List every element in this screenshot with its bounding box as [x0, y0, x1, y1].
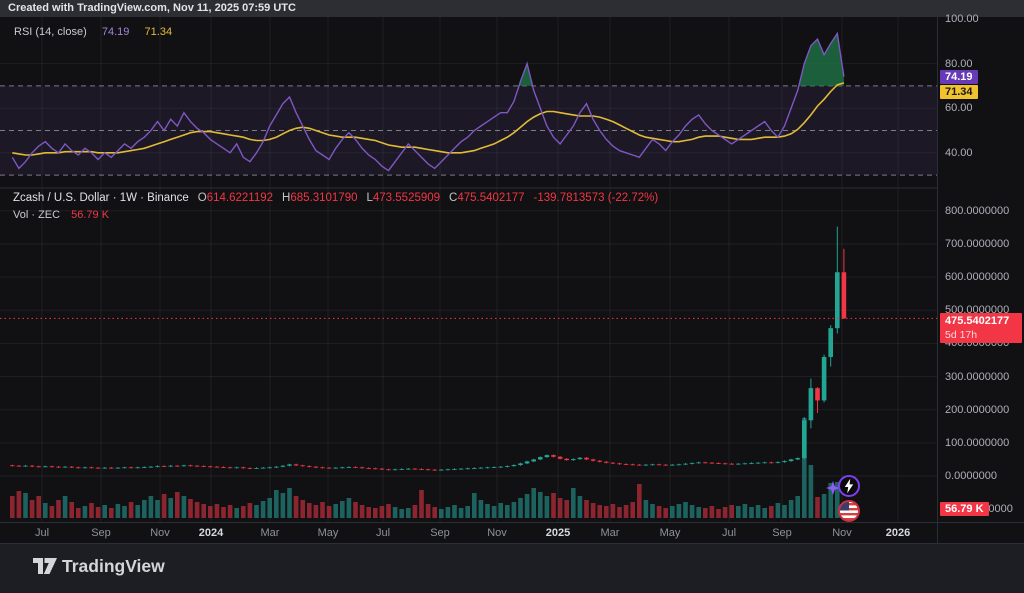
ohlc-key: O	[198, 192, 207, 204]
time-axis-label: 2026	[876, 527, 920, 539]
attribution-bar: Created with TradingView.com, Nov 11, 20…	[0, 0, 1024, 17]
volume-legend-title: Vol · ZEC	[13, 209, 60, 221]
change-value: -139.7813573 (-22.72%)	[534, 192, 659, 204]
rsi-axis-label: 40.00	[945, 147, 973, 159]
time-axis-label: Nov	[820, 527, 864, 539]
rsi-axis-label: 60.00	[945, 102, 973, 114]
time-axis-label: Sep	[760, 527, 804, 539]
time-axis-label: Jul	[361, 527, 405, 539]
ohlc-value: 614.6221192	[207, 192, 273, 204]
ohlc-value: 685.3101790	[290, 192, 357, 204]
price-axis[interactable]: 100.0080.0060.0040.00800.0000000700.0000…	[937, 17, 1024, 543]
symbol-legend[interactable]: Zcash / U.S. Dollar · 1W · BinanceO614.6…	[13, 192, 658, 204]
rsi-legend-title: RSI (14, close)	[14, 26, 87, 38]
price-axis-label: 0.0000000	[945, 470, 997, 482]
rsi-value-badge: 74.19	[940, 70, 978, 84]
tradingview-snapshot: Created with TradingView.com, Nov 11, 20…	[0, 0, 1024, 593]
time-axis-label: 2024	[189, 527, 233, 539]
rsi-legend[interactable]: RSI (14, close) 74.19 71.34	[14, 26, 172, 38]
rsi-axis-label: 80.00	[945, 58, 973, 70]
rsi-ma-value: 71.34	[145, 26, 173, 38]
rsi-value: 74.19	[102, 26, 130, 38]
current-price-badge: 475.5402177 5d 17h	[940, 313, 1022, 343]
tradingview-wordmark[interactable]: TradingView	[62, 556, 165, 577]
attribution-text: Created with TradingView.com, Nov 11, 20…	[8, 2, 296, 14]
ohlc-values: O614.6221192H685.3101790L473.5525909C475…	[189, 192, 525, 204]
price-axis-label: 100.0000000	[945, 437, 1009, 449]
lightning-event-icon[interactable]	[837, 474, 861, 498]
price-chart-plot[interactable]	[0, 17, 937, 522]
volume-value: 56.79 K	[71, 209, 109, 221]
volume-value-badge: 56.79 K	[940, 502, 989, 516]
price-axis-label: 200.0000000	[945, 404, 1009, 416]
rsi-axis-label: 100.00	[945, 13, 979, 25]
bar-countdown: 5d 17h	[945, 328, 1017, 342]
time-axis-label: 2025	[536, 527, 580, 539]
ohlc-value: 473.5525909	[373, 192, 440, 204]
symbol-title: Zcash / U.S. Dollar · 1W · Binance	[13, 192, 189, 204]
tradingview-logo-icon[interactable]	[33, 557, 57, 575]
time-axis-label: Nov	[138, 527, 182, 539]
volume-legend[interactable]: Vol · ZEC 56.79 K	[13, 209, 109, 221]
us-flag-event-icon[interactable]	[837, 499, 861, 523]
time-axis-label: May	[648, 527, 692, 539]
current-price-value: 475.5402177	[945, 314, 1017, 328]
time-axis-label: Nov	[475, 527, 519, 539]
time-axis-label: Sep	[418, 527, 462, 539]
price-axis-label: 300.0000000	[945, 371, 1009, 383]
ohlc-value: 475.5402177	[457, 192, 524, 204]
time-axis-label: May	[306, 527, 350, 539]
rsi-ma-value-badge: 71.34	[940, 85, 978, 99]
time-axis-label: Jul	[707, 527, 751, 539]
time-axis-label: Mar	[588, 527, 632, 539]
price-axis-label: 800.0000000	[945, 205, 1009, 217]
price-axis-label: 600.0000000	[945, 271, 1009, 283]
time-axis-label: Sep	[79, 527, 123, 539]
price-axis-label: 700.0000000	[945, 238, 1009, 250]
time-axis-label: Mar	[248, 527, 292, 539]
time-axis-label: Jul	[20, 527, 64, 539]
time-axis[interactable]: Jul Sep Nov 2024 Mar May Jul Sep Nov 2025 Mar May Ju…	[0, 522, 1024, 543]
